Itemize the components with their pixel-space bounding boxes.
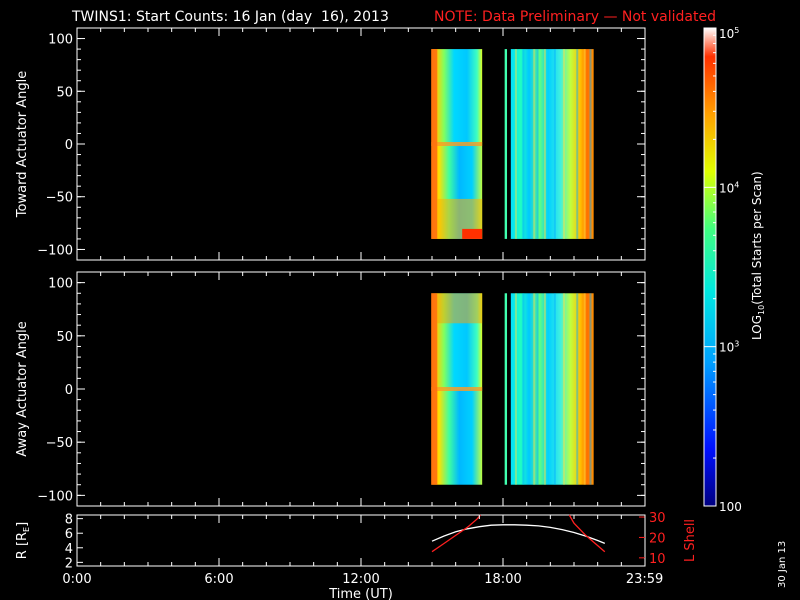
heatmap-stripe [533,49,536,239]
heatmap-stripe [514,49,517,239]
y-tick-label: −100 [37,489,73,504]
heatmap-stripe [543,293,546,485]
y2-tick-label: 20 [649,531,666,546]
y-tick-label: 0 [65,138,73,153]
y-tick-label: 50 [56,330,73,345]
y-axis-label: Toward Actuator Angle [15,71,30,218]
y-tick-label: 100 [48,33,73,48]
heatmap-band [431,387,483,391]
heatmap-stripe [576,293,579,485]
chart-title: TWINS1: Start Counts: 16 Jan (day 16), 2… [71,9,389,25]
x-tick-label: 12:00 [342,572,379,587]
y2-tick-label: 10 [649,552,666,567]
heatmap-stripe [522,293,525,485]
heatmap-band [437,293,483,324]
toward-angle-panel: 100 50 0 −50 −100 Toward Actuator Angle [15,27,646,261]
data-note: NOTE: Data Preliminary — Not validated [434,9,716,25]
heatmap-stripe [543,49,546,239]
heatmap-stripe [589,49,592,239]
heatmap-band [504,49,508,239]
heatmap-stripe [553,293,556,485]
y2-tick-label: 30 [649,511,666,526]
heatmap-stripe [589,293,592,485]
radius-line [431,524,606,545]
heatmap-stripe [536,49,539,239]
y-tick-label: 50 [56,85,73,100]
y-axis-label: Away Actuator Angle [15,321,30,456]
y-tick-label: 0 [65,383,73,398]
heatmap-stripe [533,293,536,485]
away-angle-panel: 100 50 0 −50 −100 Away Actuator Angle [15,271,646,507]
date-stamp: 30 Jan 13 [777,541,788,588]
colorbar-tick-label: 105 [719,26,739,41]
y-tick-label: −50 [46,436,73,451]
y-axis-label: R [RE] [15,522,31,559]
heatmap-stripe [562,49,565,239]
colorbar-label: LOG10(Total Starts per Scan) [750,171,766,340]
heatmap-band [510,49,594,239]
colorbar: 105 104 103 100 LOG10(Total Starts per Scan… [703,26,766,514]
colorbar-gradient [703,27,717,507]
colorbar-tick-label: 100 [719,500,742,514]
colorbar-tick-label: 103 [719,340,739,355]
x-tick-label: 18:00 [484,572,521,587]
heatmap-stripe [583,49,586,239]
heatmap-band [431,142,483,146]
y-tick-label: 6 [65,527,73,542]
colorbar-tick-label: 104 [719,180,739,195]
lshell-line [431,514,481,553]
heatmap-stripe [553,49,556,239]
x-tick-label: 0:00 [62,572,91,587]
heatmap-band [431,389,483,485]
heatmap-stripe [536,293,539,485]
y-tick-label: −100 [37,243,73,258]
heatmap-stripe [576,49,579,239]
lshell-line [568,514,606,553]
heatmap-band [431,49,483,144]
y2-axis-label: L Shell [683,519,698,562]
x-tick-label: 6:00 [204,572,233,587]
heatmap-band [431,49,438,239]
y-tick-label: 2 [65,556,73,571]
y-tick-label: −50 [46,191,73,206]
heatmap-band [431,293,438,485]
x-tick-label: 23:59 [626,572,663,587]
x-axis-label: Time (UT) [328,587,393,600]
heatmap-band [462,228,483,239]
heatmap-stripe [514,293,517,485]
y-tick-label: 100 [48,277,73,292]
heatmap-stripe [522,49,525,239]
y-tick-label: 4 [65,542,73,557]
heatmap-stripe [562,293,565,485]
heatmap-stripe [583,293,586,485]
heatmap-band [510,293,594,485]
y-tick-label: 8 [65,513,73,528]
heatmap-band [504,293,508,485]
